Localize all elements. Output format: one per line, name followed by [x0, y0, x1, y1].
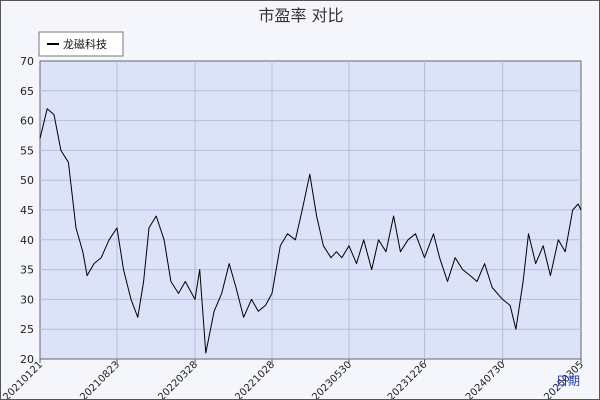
y-tick-label: 60	[20, 115, 34, 128]
y-tick-label: 70	[20, 55, 34, 68]
x-tick-label: 20231226	[386, 359, 430, 399]
x-tick-label: 20240730	[464, 359, 508, 399]
y-tick-label: 20	[20, 353, 34, 366]
y-tick-label: 50	[20, 174, 34, 187]
x-tick-label: 20210823	[78, 359, 122, 399]
legend: 龙磁科技	[38, 31, 124, 57]
y-tick-label: 25	[20, 323, 34, 336]
y-tick-label: 30	[20, 293, 34, 306]
x-tick-label: 20221028	[233, 359, 277, 399]
chart-title: 市盈率 对比	[258, 6, 343, 25]
x-axis-label: 日期	[556, 374, 580, 388]
legend-entry: 龙磁科技	[63, 37, 107, 51]
series-layer	[39, 108, 582, 354]
series-line	[39, 108, 582, 354]
y-tick-label: 45	[20, 204, 34, 217]
y-tick-label: 55	[20, 144, 34, 157]
y-tick-label: 40	[20, 234, 34, 247]
x-axis: 20210121 20210823 20220328 20221028 20230530…	[1, 359, 586, 399]
x-tick-label: 20230530	[310, 359, 354, 399]
y-axis: 20 25 30 35 40 45 50 55 60 65 70	[20, 55, 34, 366]
y-tick-label: 65	[20, 85, 34, 98]
y-tick-label: 35	[20, 264, 34, 277]
x-tick-label: 20220328	[156, 359, 200, 399]
grid-lines	[40, 61, 581, 359]
